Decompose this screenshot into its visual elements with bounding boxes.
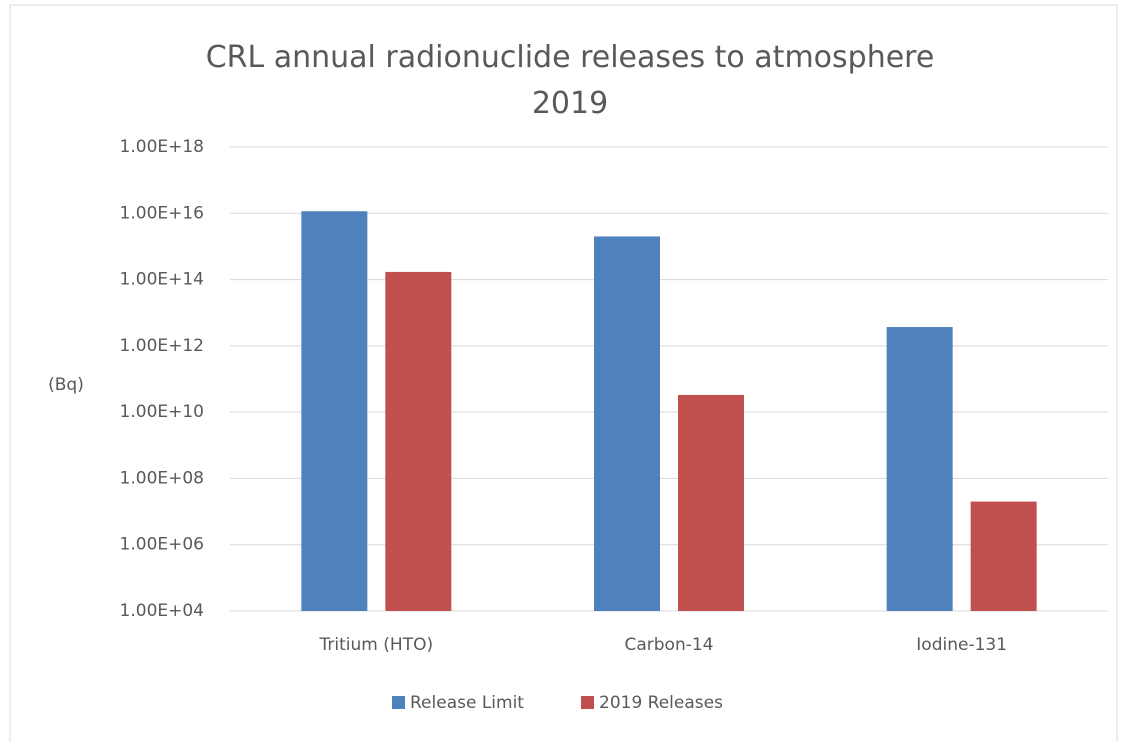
legend-label: 2019 Releases [599, 693, 723, 713]
bar [886, 327, 953, 611]
bar [678, 394, 744, 611]
legend-label: Release Limit [410, 693, 524, 713]
legend-swatch [392, 696, 405, 709]
y-tick-label: 1.00E+12 [120, 336, 204, 356]
y-tick-label: 1.00E+08 [120, 468, 204, 488]
x-tick-label: Iodine-131 [916, 635, 1007, 655]
x-tick-label: Tritium (HTO) [319, 635, 434, 655]
y-tick-label: 1.00E+06 [120, 535, 204, 555]
chart-title: CRL annual radionuclide releases to atmo… [205, 40, 935, 121]
x-tick-label: Carbon-14 [624, 635, 713, 655]
y-axis-label: (Bq) [48, 375, 84, 395]
bar [594, 236, 660, 611]
y-tick-label: 1.00E+14 [120, 270, 204, 290]
bar [970, 501, 1037, 611]
legend-swatch [581, 696, 594, 709]
y-tick-label: 1.00E+16 [120, 203, 204, 223]
bar [301, 211, 368, 611]
y-tick-label: 1.00E+18 [120, 137, 204, 157]
y-tick-label: 1.00E+04 [120, 601, 204, 621]
bar [385, 271, 452, 611]
y-tick-label: 1.00E+10 [120, 402, 204, 422]
